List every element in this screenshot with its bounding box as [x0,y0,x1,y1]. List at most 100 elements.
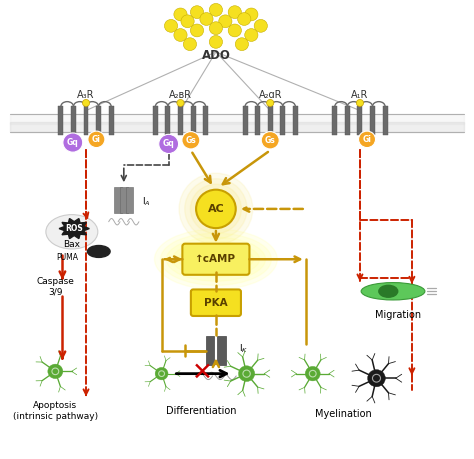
Bar [71,106,76,134]
Circle shape [48,364,63,379]
Text: PKA: PKA [204,298,228,308]
Ellipse shape [178,246,254,273]
Bar [96,106,101,134]
Text: I$_K$: I$_K$ [238,342,248,355]
Bar [255,106,260,134]
Ellipse shape [379,285,398,297]
Text: Differentiation: Differentiation [166,406,237,416]
Text: I$_A$: I$_A$ [142,196,150,208]
Ellipse shape [361,283,425,300]
Circle shape [191,24,204,37]
Bar [203,106,208,134]
Bar [280,106,285,134]
Circle shape [267,100,274,106]
Text: Myelination: Myelination [315,409,372,419]
Text: Gi: Gi [363,135,372,144]
Circle shape [228,24,241,37]
Bar [370,106,375,134]
Bar [83,106,89,134]
Text: Migration: Migration [374,310,421,320]
Text: Apoptosis
(intrinsic pathway): Apoptosis (intrinsic pathway) [13,401,98,421]
Circle shape [261,132,279,149]
FancyBboxPatch shape [182,244,249,275]
Circle shape [373,375,381,382]
Bar [345,106,350,134]
Circle shape [237,12,251,25]
Bar [191,106,195,134]
Bar [165,106,170,134]
Ellipse shape [160,233,272,285]
Circle shape [159,371,164,376]
Ellipse shape [87,246,110,257]
Ellipse shape [166,237,265,281]
Bar [383,106,388,134]
Circle shape [245,28,258,41]
Text: Caspase
3/9: Caspase 3/9 [36,277,74,297]
Circle shape [254,19,267,32]
Circle shape [63,133,83,152]
Bar [217,336,226,365]
Circle shape [210,3,222,16]
Circle shape [219,15,232,28]
Text: Gs: Gs [265,136,275,145]
Circle shape [88,131,105,148]
Circle shape [155,367,168,380]
Bar [268,106,273,134]
Circle shape [185,179,247,239]
Bar [153,106,158,134]
Bar [10,114,464,124]
Circle shape [196,190,236,228]
Circle shape [243,370,250,377]
Circle shape [191,184,241,234]
Bar [293,106,298,134]
Circle shape [305,366,320,381]
Circle shape [177,100,184,106]
FancyBboxPatch shape [191,290,241,316]
Text: PUMA: PUMA [56,253,78,263]
Circle shape [174,8,187,21]
Text: ROS: ROS [65,224,83,233]
Ellipse shape [155,229,277,290]
Circle shape [200,12,213,25]
Text: A₃R: A₃R [77,90,95,100]
Text: Gs: Gs [185,136,196,145]
Circle shape [210,22,222,34]
Bar [243,106,247,134]
Bar [332,106,337,134]
Bar [10,122,464,132]
Circle shape [245,8,258,21]
Circle shape [356,100,364,106]
Circle shape [183,38,197,50]
Text: Gq: Gq [163,140,174,148]
Circle shape [82,100,90,106]
Text: Gi: Gi [92,135,101,144]
Circle shape [179,173,253,245]
Text: A₂ɑR: A₂ɑR [258,90,282,100]
Text: A₂ʙR: A₂ʙR [169,90,192,100]
Circle shape [310,370,316,377]
Bar [114,187,122,213]
Circle shape [210,35,222,48]
Circle shape [191,6,204,18]
Circle shape [238,366,255,381]
Circle shape [174,28,187,41]
Ellipse shape [46,215,98,249]
Bar [126,187,133,213]
Polygon shape [59,218,89,239]
Circle shape [358,131,375,148]
Bar [206,336,215,365]
Bar [357,106,363,134]
Circle shape [164,19,178,32]
Circle shape [52,368,59,375]
Circle shape [159,134,179,154]
Text: AC: AC [208,204,224,214]
Text: ✕: ✕ [192,361,213,385]
Text: ADO: ADO [201,49,230,62]
Circle shape [182,132,200,149]
Circle shape [368,369,385,387]
Text: A₁R: A₁R [351,90,369,100]
Circle shape [181,15,194,28]
Ellipse shape [172,241,260,277]
Text: Bax: Bax [64,240,81,249]
Circle shape [235,38,248,50]
